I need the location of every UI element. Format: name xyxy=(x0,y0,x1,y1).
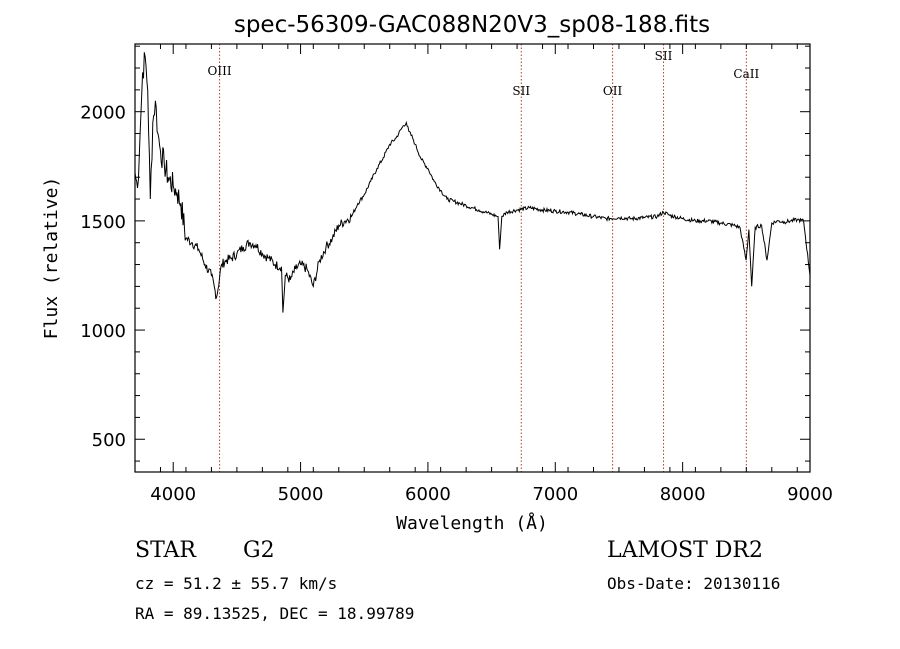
y-tick-label-1: 1000 xyxy=(80,321,126,342)
x-tick-label-1: 5000 xyxy=(278,484,324,505)
line-label-0: OIII xyxy=(208,64,232,78)
line-label-4: CaII xyxy=(733,67,759,81)
survey-name: LAMOST DR2 xyxy=(607,538,763,563)
line-label-2: OII xyxy=(603,84,623,98)
observation-date: Obs-Date: 20130116 xyxy=(607,574,781,593)
y-tick-label-2: 1500 xyxy=(80,212,126,233)
x-tick-label-3: 7000 xyxy=(532,484,578,505)
x-tick-label-0: 4000 xyxy=(150,484,196,505)
y-tick-label-0: 500 xyxy=(92,430,126,451)
object-type: STAR xyxy=(135,538,196,563)
line-label-1: SII xyxy=(512,84,530,98)
axis-ticks: 4000 5000 6000 7000 8000 9000 500 1000 1500 2000 xyxy=(80,44,833,505)
spectrum-line xyxy=(134,52,811,313)
y-tick-label-3: 2000 xyxy=(80,103,126,124)
x-tick-label-5: 9000 xyxy=(787,484,833,505)
x-tick-label-2: 6000 xyxy=(405,484,451,505)
plot-area: OIII SII OII SII CaII xyxy=(134,44,811,472)
sky-coordinates: RA = 89.13525, DEC = 18.99789 xyxy=(135,604,415,623)
redshift-velocity: cz = 51.2 ± 55.7 km/s xyxy=(135,574,338,593)
chart-title: spec-56309-GAC088N20V3_sp08-188.fits xyxy=(234,12,710,38)
spectral-subclass: G2 xyxy=(243,538,275,563)
x-tick-label-4: 8000 xyxy=(660,484,706,505)
x-axis-label: Wavelength (Å) xyxy=(396,512,548,534)
line-label-3: SII xyxy=(655,49,673,63)
y-axis-label: Flux (relative) xyxy=(41,177,62,340)
plot-frame xyxy=(134,43,811,473)
